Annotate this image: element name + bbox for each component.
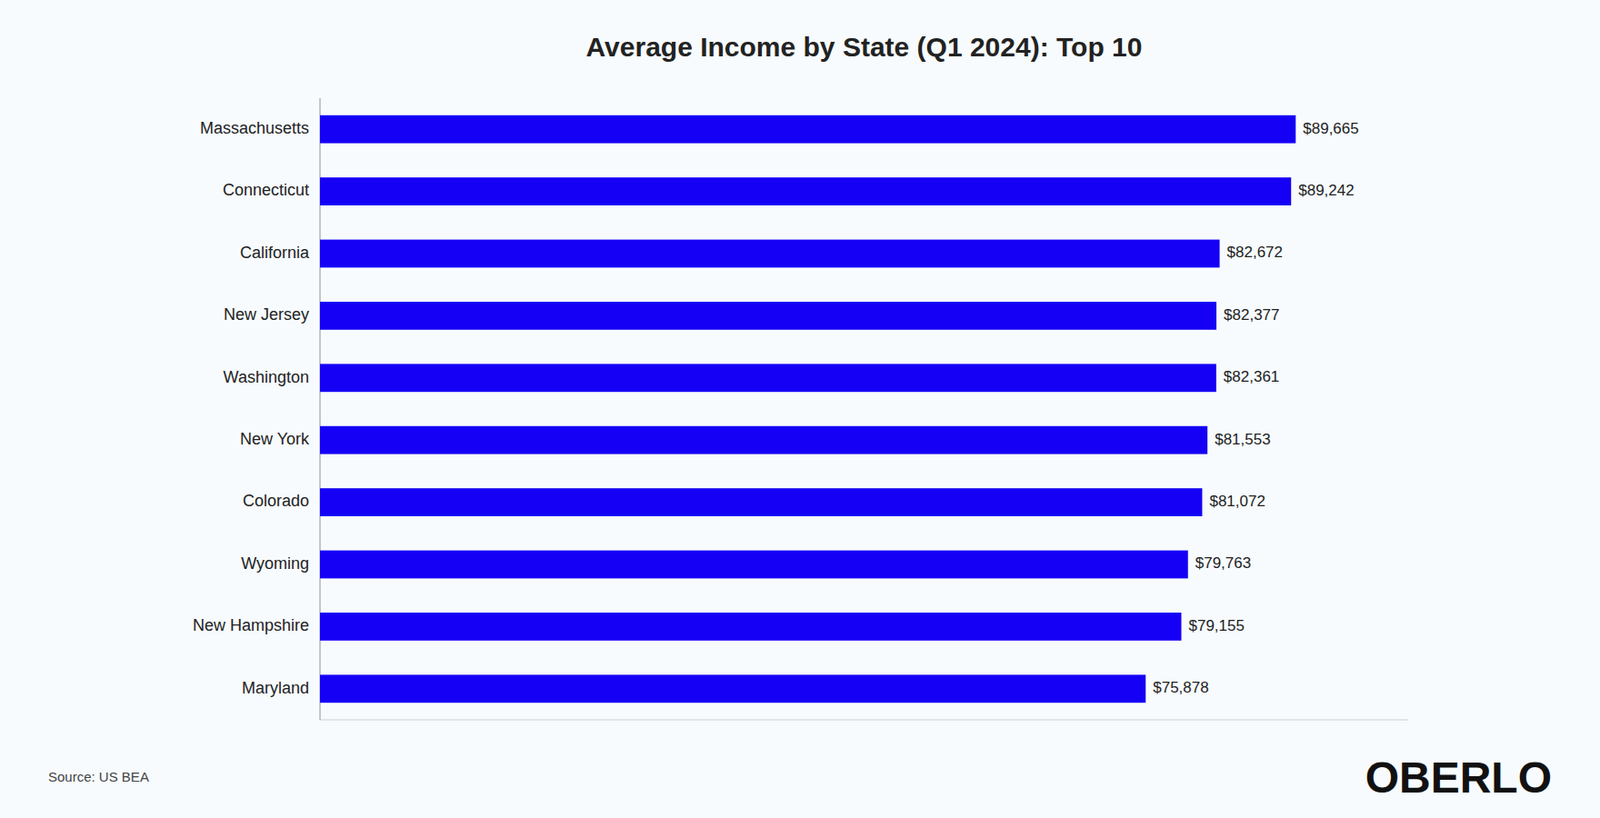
bar xyxy=(320,550,1189,580)
chart-svg: Average Income by State (Q1 2024): Top 1… xyxy=(0,0,1600,818)
y-tick-label: Washington xyxy=(223,368,310,387)
bar xyxy=(320,240,1220,269)
bar xyxy=(320,301,1217,330)
y-tick-label: California xyxy=(240,243,310,262)
bars xyxy=(320,115,1296,703)
bar xyxy=(320,674,1146,703)
data-label: $81,553 xyxy=(1214,430,1270,449)
bar xyxy=(320,612,1181,641)
bar xyxy=(320,426,1208,455)
bar xyxy=(320,115,1296,144)
y-tick-label: New Jersey xyxy=(223,305,310,324)
data-label: $81,072 xyxy=(1209,492,1265,510)
data-label: $89,242 xyxy=(1298,181,1354,200)
bar xyxy=(320,488,1202,517)
data-label: $75,878 xyxy=(1152,679,1209,697)
data-label: $82,672 xyxy=(1227,243,1283,261)
data-label: $82,361 xyxy=(1223,368,1280,386)
y-tick-label: New York xyxy=(240,430,310,449)
data-label: $79,763 xyxy=(1195,554,1251,572)
y-tick-label: Wyoming xyxy=(240,554,310,573)
x-axis-line xyxy=(320,720,1409,721)
data-label: $79,155 xyxy=(1188,617,1244,635)
y-tick-label: Massachusetts xyxy=(200,119,310,138)
y-tick-label: New Hampshire xyxy=(192,616,310,635)
source-note: Source: US BEA xyxy=(48,769,150,785)
data-label: $82,377 xyxy=(1223,306,1280,324)
bar xyxy=(320,177,1291,206)
y-tick-label: Colorado xyxy=(242,491,310,510)
bar xyxy=(320,363,1217,392)
brand-text: OBERLO xyxy=(1365,753,1552,802)
background xyxy=(0,0,1600,818)
y-tick-label: Maryland xyxy=(241,679,310,698)
labels: Massachusetts $89,665 Connecticut $89,242 Ca… xyxy=(192,119,1360,698)
y-tick-label: Connecticut xyxy=(222,180,310,200)
chart-title: Average Income by State (Q1 2024): Top 1… xyxy=(586,31,1143,62)
data-label: $89,665 xyxy=(1302,120,1359,138)
